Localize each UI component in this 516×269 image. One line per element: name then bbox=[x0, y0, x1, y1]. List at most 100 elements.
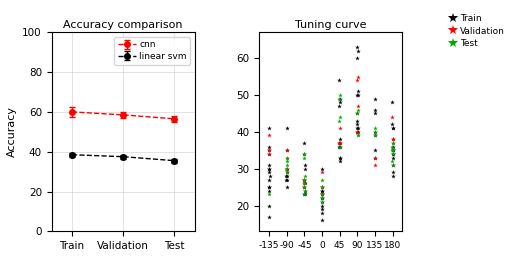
Point bbox=[335, 104, 344, 108]
Point bbox=[353, 130, 361, 134]
Point bbox=[389, 141, 397, 145]
Point bbox=[318, 207, 327, 211]
Point bbox=[283, 155, 291, 160]
Point bbox=[283, 163, 291, 167]
Point bbox=[353, 74, 362, 79]
Point bbox=[300, 155, 309, 160]
Point bbox=[300, 178, 308, 182]
Point bbox=[336, 137, 344, 141]
Point bbox=[389, 155, 397, 160]
Point bbox=[389, 152, 397, 156]
Point bbox=[265, 170, 273, 175]
Point bbox=[317, 189, 326, 193]
Point bbox=[283, 185, 291, 189]
Point bbox=[300, 152, 309, 156]
Point bbox=[265, 189, 273, 193]
Point bbox=[318, 200, 327, 204]
Title: Tuning curve: Tuning curve bbox=[295, 20, 367, 30]
Point bbox=[371, 130, 379, 134]
Point bbox=[300, 178, 309, 182]
Point bbox=[353, 78, 361, 82]
Point bbox=[353, 104, 362, 108]
Point bbox=[300, 141, 309, 145]
Point bbox=[317, 185, 326, 189]
Point bbox=[371, 133, 379, 138]
Point bbox=[335, 141, 344, 145]
Point bbox=[318, 178, 327, 182]
Point bbox=[389, 126, 397, 130]
Point bbox=[370, 126, 379, 130]
Point bbox=[317, 211, 326, 215]
Point bbox=[389, 137, 397, 141]
Point bbox=[265, 192, 273, 197]
Point bbox=[353, 49, 362, 53]
Point bbox=[300, 185, 308, 189]
Point bbox=[282, 178, 291, 182]
Point bbox=[371, 130, 379, 134]
Point bbox=[353, 111, 362, 115]
Point bbox=[335, 97, 344, 101]
Point bbox=[353, 56, 361, 60]
Point bbox=[335, 100, 344, 104]
Point bbox=[371, 148, 379, 153]
Legend: cnn, linear svm: cnn, linear svm bbox=[114, 37, 190, 65]
Point bbox=[283, 178, 291, 182]
Point bbox=[353, 93, 362, 97]
Point bbox=[371, 97, 379, 101]
Point bbox=[283, 159, 291, 164]
Point bbox=[335, 141, 344, 145]
Point bbox=[300, 181, 309, 186]
Point bbox=[335, 97, 344, 101]
Point bbox=[300, 167, 309, 171]
Legend: Train, Validation, Test: Train, Validation, Test bbox=[448, 13, 506, 49]
Point bbox=[265, 152, 273, 156]
Point bbox=[353, 108, 362, 112]
Point bbox=[300, 178, 308, 182]
Point bbox=[353, 133, 362, 138]
Point bbox=[336, 126, 344, 130]
Point bbox=[389, 122, 397, 127]
Point bbox=[300, 189, 309, 193]
Point bbox=[353, 119, 362, 123]
Point bbox=[265, 203, 273, 208]
Point bbox=[353, 111, 362, 115]
Point bbox=[300, 152, 309, 156]
Point bbox=[300, 189, 309, 193]
Point bbox=[265, 144, 273, 149]
Point bbox=[318, 218, 327, 222]
Point bbox=[265, 185, 273, 189]
Point bbox=[317, 189, 326, 193]
Point bbox=[389, 148, 397, 153]
Point bbox=[283, 167, 291, 171]
Point bbox=[372, 111, 380, 115]
Point bbox=[353, 133, 362, 138]
Point bbox=[336, 144, 344, 149]
Point bbox=[353, 122, 362, 127]
Point bbox=[300, 181, 308, 186]
Point bbox=[283, 170, 291, 175]
Point bbox=[335, 93, 344, 97]
Point bbox=[335, 141, 344, 145]
Point bbox=[265, 174, 273, 178]
Point bbox=[389, 148, 397, 153]
Point bbox=[300, 192, 309, 197]
Point bbox=[371, 108, 379, 112]
Point bbox=[283, 170, 291, 175]
Point bbox=[265, 167, 273, 171]
Point bbox=[265, 178, 273, 182]
Point bbox=[388, 148, 396, 153]
Point bbox=[283, 126, 291, 130]
Point bbox=[353, 126, 362, 130]
Point bbox=[265, 133, 273, 138]
Point bbox=[370, 155, 379, 160]
Point bbox=[318, 192, 326, 197]
Point bbox=[389, 144, 397, 149]
Point bbox=[317, 196, 326, 200]
Point bbox=[283, 155, 291, 160]
Point bbox=[389, 137, 397, 141]
Point bbox=[318, 185, 326, 189]
Point bbox=[318, 200, 326, 204]
Point bbox=[353, 130, 361, 134]
Point bbox=[335, 78, 344, 82]
Point bbox=[301, 163, 309, 167]
